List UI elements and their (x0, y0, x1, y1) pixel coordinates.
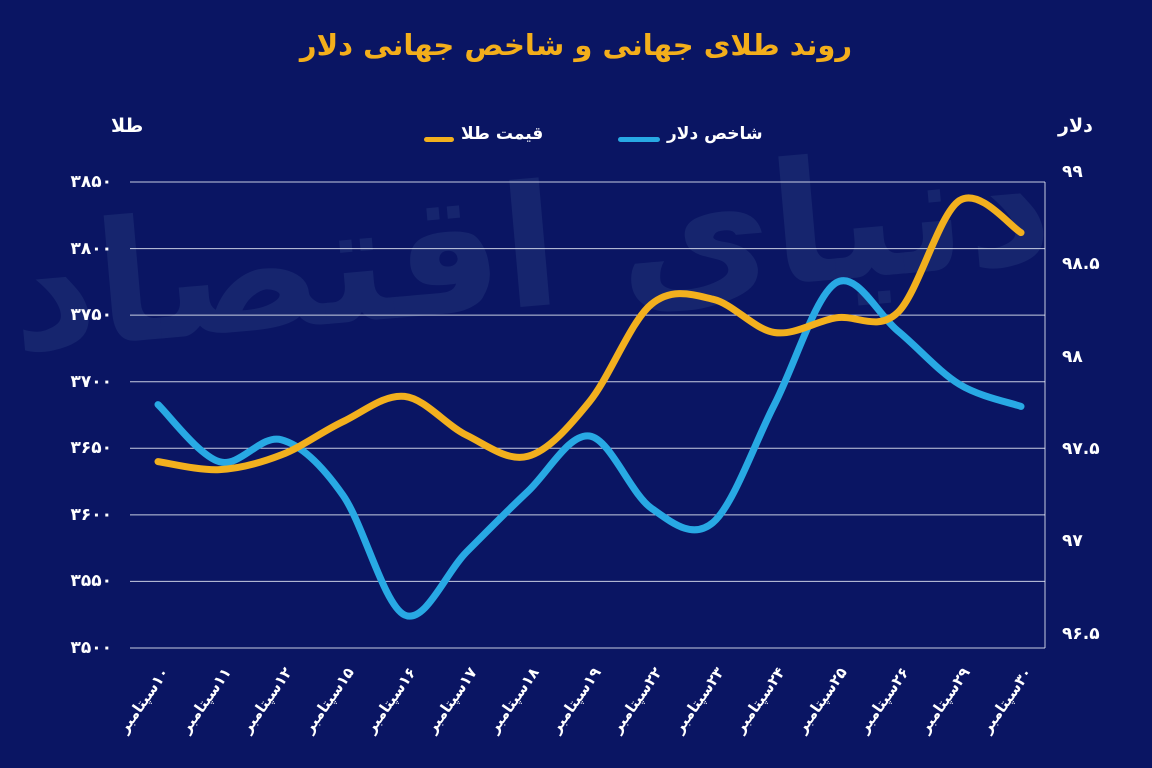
right-axis-tick-label: ۹۷ (1062, 531, 1083, 552)
left-axis-tick-label: ۳۸۰۰ (70, 238, 112, 259)
series-line-gold (154, 194, 1025, 474)
legend-dash-icon (618, 136, 660, 142)
series-line-blue (154, 277, 1025, 620)
left-axis-tick-label: ۳۵۵۰ (70, 571, 112, 592)
left-axis-tick-label: ۳۵۰۰ (70, 638, 112, 658)
legend-label: قیمت طلا (461, 124, 544, 144)
left-axis-tick-label: ۳۸۵۰ (70, 172, 112, 192)
right-axis-tick-label: ۹۸ (1062, 346, 1083, 367)
right-axis-tick-label: ۹۶.۵ (1062, 623, 1100, 644)
right-axis-tick-label: ۹۹ (1062, 162, 1083, 182)
legend-item-gold: قیمت طلا (424, 124, 543, 144)
legend-label: شاخص دلار (667, 124, 763, 144)
legend-dash-icon (424, 136, 454, 142)
right-axis-title: دلار (1058, 115, 1093, 137)
left-axis-tick-label: ۳۶۵۰ (70, 438, 112, 459)
left-axis-title: طلا (111, 115, 144, 137)
left-axis-tick-label: ۳۷۵۰ (70, 305, 112, 326)
left-axis-tick-label: ۳۶۰۰ (70, 504, 112, 525)
legend-item-blue: شاخص دلار (618, 124, 763, 144)
right-axis-tick-label: ۹۸.۵ (1062, 254, 1100, 275)
right-axis-tick-label: ۹۷.۵ (1062, 438, 1100, 459)
left-axis-tick-label: ۳۷۰۰ (70, 371, 112, 392)
page-title: روند طلای جهانی و شاخص جهانی دلار (299, 28, 853, 62)
